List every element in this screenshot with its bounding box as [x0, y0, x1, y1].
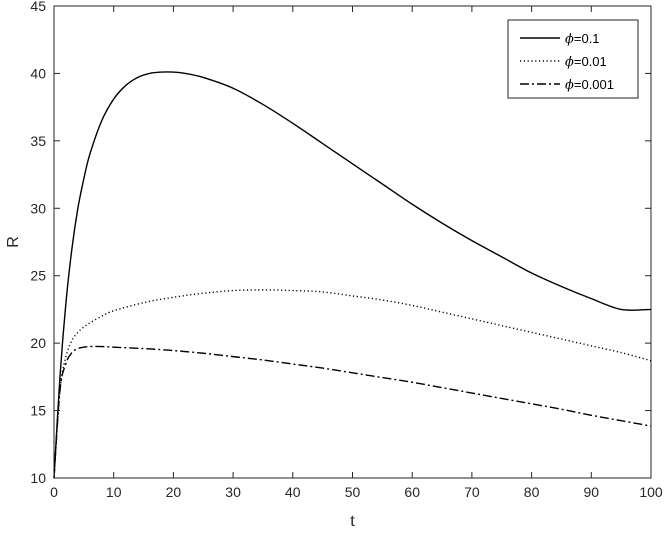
- legend-value: =0.001: [574, 77, 614, 92]
- x-tick-label: 20: [166, 484, 182, 500]
- x-tick-label: 30: [225, 484, 241, 500]
- y-tick-label: 40: [30, 65, 46, 81]
- x-tick-label: 0: [50, 484, 58, 500]
- x-tick-label: 100: [639, 484, 663, 500]
- x-tick-label: 10: [106, 484, 122, 500]
- x-tick-label: 90: [584, 484, 600, 500]
- x-tick-label: 70: [464, 484, 480, 500]
- x-tick-label: 60: [404, 484, 420, 500]
- x-tick-label: 80: [524, 484, 540, 500]
- x-tick-label: 40: [285, 484, 301, 500]
- y-tick-label: 45: [30, 0, 46, 14]
- legend-symbol: ϕ: [565, 78, 574, 93]
- legend-entry-3: ϕ=0.001: [565, 77, 614, 93]
- y-tick-label: 20: [30, 335, 46, 351]
- series-line-3: [53, 345, 652, 479]
- y-tick-label: 25: [30, 268, 46, 284]
- series-layer: [53, 71, 652, 479]
- legend-entry-1: ϕ=0.1: [565, 31, 600, 47]
- y-tick-label: 15: [30, 403, 46, 419]
- legend-value: =0.01: [574, 54, 607, 69]
- legend-symbol: ϕ: [565, 32, 574, 47]
- legend: ϕ=0.1ϕ=0.01ϕ=0.001: [507, 19, 639, 99]
- x-tick-label: 50: [345, 484, 361, 500]
- legend-value: =0.1: [574, 31, 600, 46]
- legend-symbol: ϕ: [565, 55, 574, 70]
- x-axis-label: t: [350, 513, 355, 530]
- legend-entry-2: ϕ=0.01: [565, 54, 607, 70]
- series-line-2: [53, 289, 652, 479]
- y-axis-label: R: [5, 236, 22, 248]
- y-tick-label: 35: [30, 133, 46, 149]
- legend-box: [507, 19, 639, 99]
- y-tick-label: 10: [30, 470, 46, 486]
- series-line-1: [53, 71, 652, 479]
- y-tick-label: 30: [30, 200, 46, 216]
